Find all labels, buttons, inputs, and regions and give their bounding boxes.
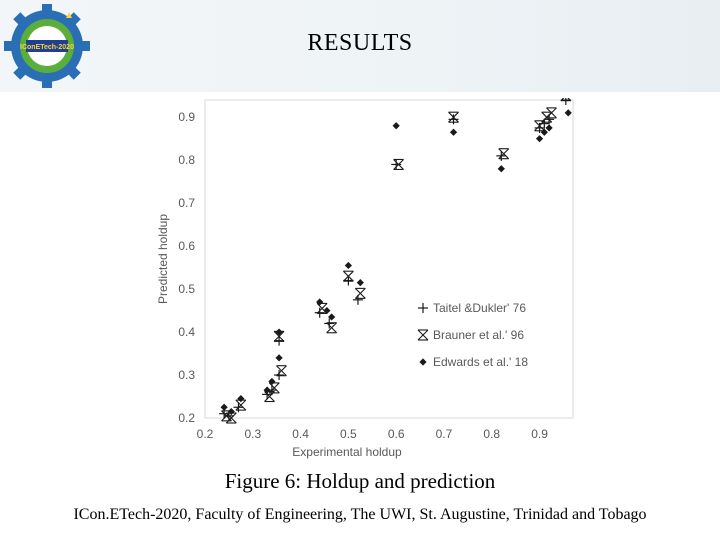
data-point-asterisk bbox=[448, 111, 459, 123]
x-tick-label: 0.8 bbox=[483, 427, 500, 441]
data-point-diamond bbox=[220, 403, 228, 411]
legend-label: Edwards et al.' 18 bbox=[433, 355, 528, 369]
y-tick-label: 0.3 bbox=[178, 368, 195, 382]
data-point-asterisk bbox=[498, 148, 510, 160]
footer-text: ICon.ETech-2020, Faculty of Engineering,… bbox=[73, 506, 647, 523]
chart-area: 0.2 0.3 0.4 0.5 0.6 0.7 0.8 0.9 0.2 0.3 0.4 0.5 0.6 0… bbox=[155, 90, 575, 460]
legend-label: Taitel &Dukler' 76 bbox=[433, 301, 526, 315]
x-tick-label: 0.6 bbox=[388, 427, 405, 441]
conference-logo: IConETech-2020 bbox=[4, 4, 90, 88]
x-tick-label: 0.9 bbox=[531, 427, 548, 441]
logo-banner bbox=[26, 40, 68, 52]
y-tick-label: 0.5 bbox=[178, 282, 195, 296]
y-tick-label: 0.8 bbox=[178, 153, 195, 167]
data-point-diamond bbox=[316, 298, 324, 306]
data-point-diamond bbox=[263, 386, 271, 394]
data-point-asterisk bbox=[326, 322, 338, 334]
data-point-diamond bbox=[545, 124, 553, 132]
figure-caption: Figure 6: Holdup and prediction bbox=[224, 469, 496, 493]
data-point-diamond bbox=[392, 122, 400, 130]
data-point-diamond bbox=[227, 407, 235, 416]
axes: 0.2 0.3 0.4 0.5 0.6 0.7 0.8 0.9 0.2 0.3 0.4 0.5 0.6 0… bbox=[178, 110, 548, 441]
data-point-asterisk bbox=[225, 412, 237, 424]
plot-area bbox=[204, 99, 574, 419]
data-point-plus bbox=[314, 307, 325, 318]
scatter-chart: 0.2 0.3 0.4 0.5 0.6 0.7 0.8 0.9 0.2 0.3 0.4 0.5 0.6 0… bbox=[156, 90, 574, 459]
y-tick-label: 0.2 bbox=[178, 411, 195, 425]
x-tick-label: 0.5 bbox=[340, 427, 357, 441]
x-tick-label: 0.7 bbox=[436, 427, 453, 441]
legend-marker-plus bbox=[418, 303, 428, 313]
slide-title: RESULTS bbox=[307, 30, 413, 56]
data-point-plus bbox=[324, 318, 335, 329]
x-tick-label: 0.2 bbox=[197, 427, 214, 441]
data-point-plus bbox=[274, 335, 285, 346]
legend: Taitel &Dukler' 76 Brauner et al.' 96 Edwa… bbox=[417, 301, 528, 369]
y-tick-label: 0.4 bbox=[178, 325, 195, 339]
legend-marker-asterisk bbox=[417, 329, 429, 341]
y-tick-label: 0.9 bbox=[178, 110, 195, 124]
x-axis-label: Experimental holdup bbox=[292, 445, 402, 459]
data-point-diamond bbox=[497, 165, 505, 173]
data-point-asterisk bbox=[273, 330, 285, 342]
data-point-diamond bbox=[540, 128, 548, 136]
legend-marker-diamond bbox=[419, 358, 427, 366]
data-point-asterisk bbox=[235, 399, 247, 411]
spark-icon bbox=[66, 12, 72, 18]
data-point-diamond bbox=[237, 395, 245, 403]
data-point-asterisk bbox=[393, 158, 404, 171]
x-tick-label: 0.3 bbox=[244, 427, 261, 441]
data-point-asterisk bbox=[546, 107, 557, 119]
data-point-plus bbox=[274, 370, 285, 381]
y-tick-label: 0.7 bbox=[178, 196, 195, 210]
logo-text: IConETech-2020 bbox=[20, 44, 74, 51]
data-point-asterisk bbox=[268, 382, 280, 394]
header-band bbox=[0, 0, 720, 92]
data-point-diamond bbox=[449, 128, 458, 136]
legend-label: Brauner et al.' 96 bbox=[433, 328, 524, 342]
data-point-asterisk bbox=[276, 365, 287, 377]
data-point-diamond bbox=[535, 135, 544, 143]
y-axis-label: Predicted holdup bbox=[156, 214, 170, 304]
data-point-asterisk bbox=[342, 270, 354, 282]
data-point-diamond bbox=[323, 306, 331, 315]
x-tick-label: 0.4 bbox=[292, 427, 309, 441]
data-point-plus bbox=[391, 159, 402, 170]
y-tick-label: 0.6 bbox=[178, 239, 195, 253]
data-point-asterisk bbox=[354, 287, 366, 299]
data-point-plus bbox=[343, 275, 354, 286]
